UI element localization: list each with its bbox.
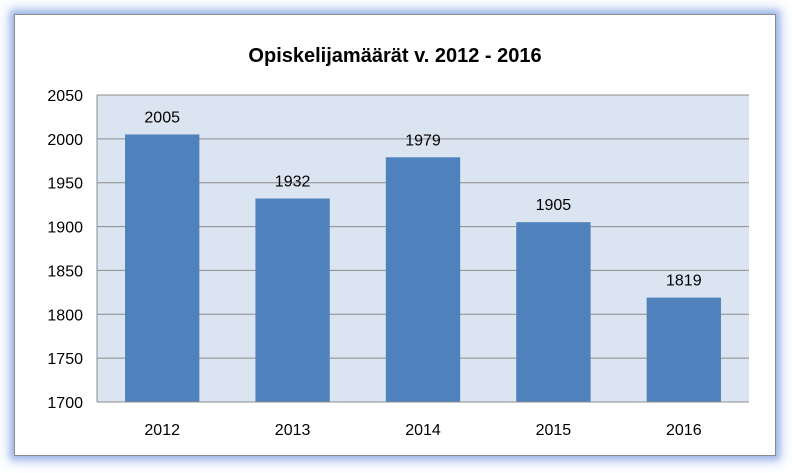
y-tick-label: 1950 — [47, 176, 83, 193]
bar — [516, 222, 591, 402]
bar — [646, 297, 721, 402]
y-tick-label: 1800 — [47, 307, 83, 324]
data-label: 1979 — [405, 132, 441, 149]
bar-chart: 1700 1750 1800 1850 1900 1950 2000 2050 2012 201… — [47, 88, 749, 439]
x-tick-label: 2015 — [536, 422, 572, 439]
bar — [125, 134, 200, 402]
data-label: 1905 — [536, 197, 572, 214]
y-tick-label: 1700 — [47, 395, 83, 412]
data-label: 1819 — [666, 273, 702, 290]
x-tick-label: 2012 — [144, 422, 180, 439]
x-tick-label: 2014 — [405, 422, 441, 439]
bar — [385, 157, 461, 402]
bar — [255, 198, 330, 402]
y-tick-label: 2050 — [47, 88, 83, 105]
y-tick-label: 2000 — [47, 132, 83, 149]
data-label: 1932 — [275, 174, 311, 191]
chart-title: Opiskelijamäärät v. 2012 - 2016 — [248, 45, 542, 67]
y-tick-label: 1850 — [47, 263, 83, 280]
x-tick-label: 2016 — [666, 422, 702, 439]
y-tick-label: 1900 — [47, 220, 83, 237]
y-tick-label: 1750 — [47, 351, 83, 368]
data-label: 2005 — [144, 109, 180, 126]
x-tick-label: 2013 — [275, 422, 311, 439]
chart-frame: Opiskelijamäärät v. 2012 - 2016 1700 1750… — [14, 14, 776, 456]
